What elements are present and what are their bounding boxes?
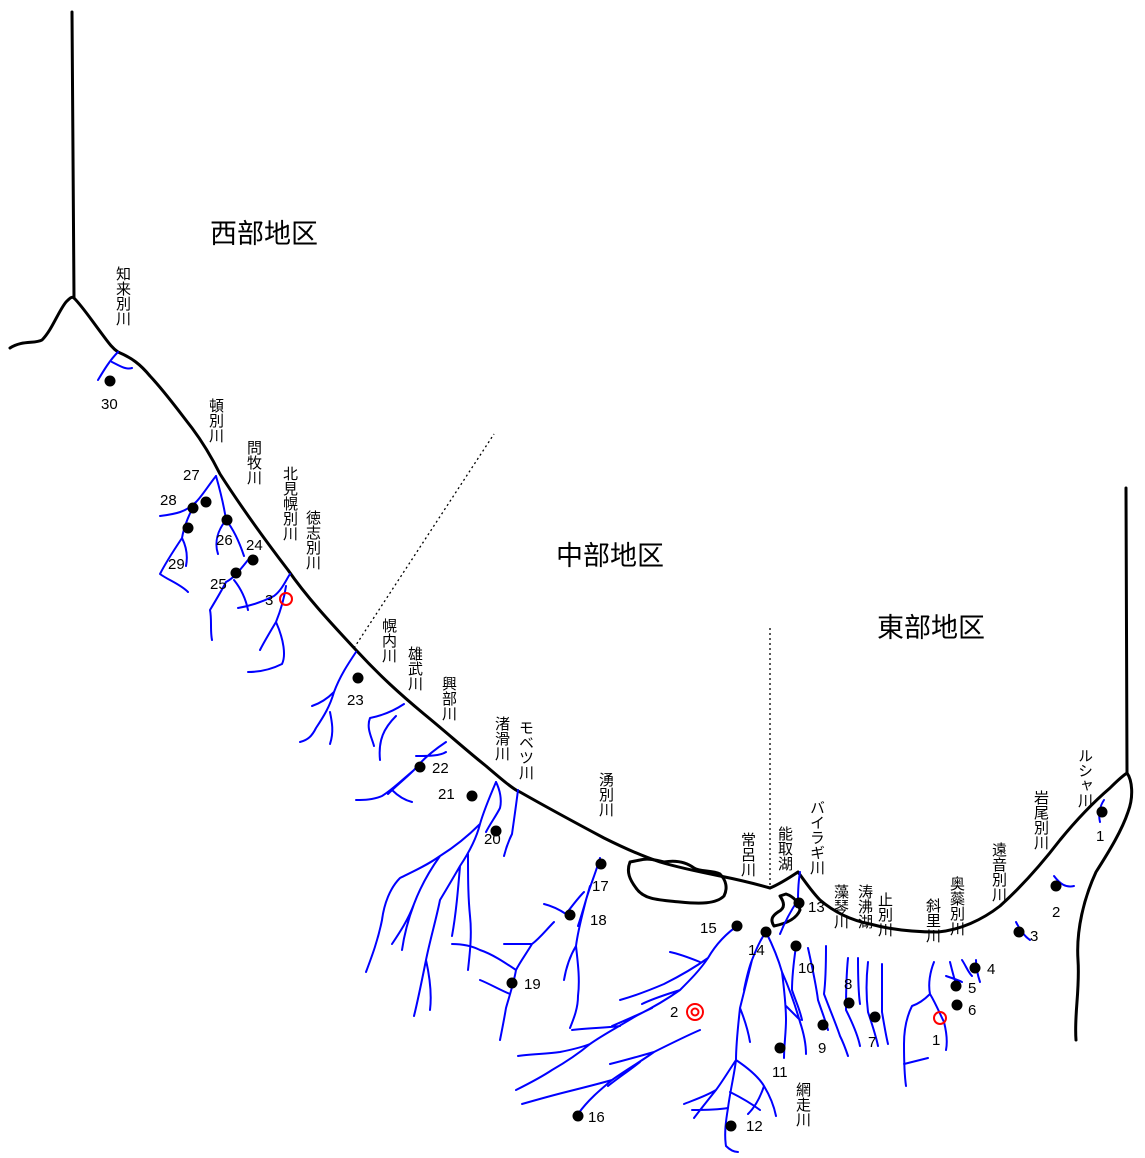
station-dot-20 — [490, 825, 502, 837]
river-label-nameri: 渚滑川 — [493, 716, 510, 761]
station-label-23: 23 — [347, 692, 364, 709]
station-dot-15 — [731, 920, 743, 932]
station-label-28: 28 — [160, 492, 177, 509]
river-label-okushibetsu: 奥蘂別川 — [948, 876, 965, 936]
marker-label-east: 1 — [932, 1032, 941, 1049]
station-dot-27 — [200, 496, 212, 508]
station-dot-5 — [950, 980, 962, 992]
river-label-yubetsu: 湧別川 — [597, 772, 614, 817]
double-marker-central-inner — [690, 1007, 700, 1017]
station-dot-2 — [1050, 880, 1062, 892]
station-label-4: 4 — [987, 961, 996, 978]
station-dot-12 — [725, 1120, 737, 1132]
station-label-5: 5 — [968, 980, 977, 997]
river-label-horonai: 幌内川 — [380, 618, 397, 663]
river-label-abashiri: 網走川 — [794, 1082, 811, 1127]
station-label-15: 15 — [700, 920, 717, 937]
station-label-14: 14 — [748, 942, 765, 959]
station-label-20: 20 — [484, 831, 501, 848]
coastline — [8, 10, 1134, 1042]
station-dot-13 — [793, 897, 805, 909]
station-label-19: 19 — [524, 976, 541, 993]
river-label-okoppe: 興部川 — [440, 676, 457, 721]
station-label-16: 16 — [588, 1109, 605, 1126]
station-dots — [104, 375, 1108, 1132]
river-label-monmaki: 問牧川 — [245, 440, 262, 485]
station-label-11: 11 — [772, 1064, 788, 1081]
region-label-east: 東部地区 — [877, 613, 985, 643]
station-label-30: 30 — [101, 396, 118, 413]
station-dot-18 — [564, 909, 576, 921]
special-markers — [279, 592, 947, 1025]
station-dot-7 — [869, 1011, 881, 1023]
river-label-mobetsu: モベツ川 — [517, 720, 534, 780]
station-label-8: 8 — [844, 976, 853, 993]
station-dot-9 — [817, 1019, 829, 1031]
river-label-yamubetsu: 止別川 — [876, 892, 893, 937]
station-label-2: 2 — [1052, 904, 1061, 921]
open-marker-west — [279, 592, 293, 606]
station-dot-30 — [104, 375, 116, 387]
station-dot-19 — [506, 977, 518, 989]
station-dot-6 — [951, 999, 963, 1011]
station-dot-3 — [1013, 926, 1025, 938]
river-label-ontobetsu: 遠音別川 — [990, 842, 1007, 902]
marker-label-central: 2 — [670, 1004, 679, 1021]
station-dot-4 — [969, 962, 981, 974]
river-label-kitamihorobetsu: 北見幌別川 — [281, 466, 298, 541]
station-label-25: 25 — [210, 576, 227, 593]
district-divider — [353, 433, 771, 888]
station-label-21: 21 — [438, 786, 455, 803]
station-dot-23 — [352, 672, 364, 684]
river-label-shiriba: 知来別川 — [114, 266, 131, 326]
river-label-iwaobetsu: 岩尾別川 — [1032, 790, 1049, 850]
river-label-omu: 雄武川 — [406, 646, 423, 691]
marker-label-west: 3 — [265, 592, 274, 609]
station-label-27: 27 — [183, 467, 200, 484]
station-label-29: 29 — [168, 556, 185, 573]
station-dot-21 — [466, 790, 478, 802]
station-label-26: 26 — [216, 532, 233, 549]
double-marker-central-outer — [686, 1003, 704, 1021]
region-label-central: 中部地区 — [556, 541, 664, 571]
station-dot-29 — [182, 522, 194, 534]
station-label-17: 17 — [592, 878, 609, 895]
station-label-1: 1 — [1096, 828, 1105, 845]
station-label-7: 7 — [868, 1034, 877, 1051]
open-marker-east — [933, 1011, 947, 1025]
river-label-rusha: ルシャ川 — [1076, 748, 1093, 808]
station-dot-16 — [572, 1110, 584, 1122]
station-dot-28 — [187, 502, 199, 514]
station-label-6: 6 — [968, 1002, 977, 1019]
station-label-24: 24 — [246, 537, 263, 554]
region-label-west: 西部地区 — [210, 219, 318, 249]
station-dot-8 — [843, 997, 855, 1009]
station-label-22: 22 — [432, 760, 449, 777]
station-label-3: 3 — [1030, 928, 1039, 945]
lake-label-notoro: 能取湖 — [776, 826, 793, 871]
station-label-10: 10 — [798, 960, 815, 977]
station-label-12: 12 — [746, 1118, 763, 1135]
station-dot-24 — [247, 554, 259, 566]
station-dot-26 — [221, 514, 233, 526]
lake-label-tofutsu: 涛沸湖 — [856, 884, 873, 929]
station-label-13: 13 — [808, 899, 825, 916]
station-label-18: 18 — [590, 912, 607, 929]
station-dot-17 — [595, 858, 607, 870]
station-dot-10 — [790, 940, 802, 952]
river-label-mokoto: 藻琴川 — [832, 884, 849, 929]
station-dot-11 — [774, 1042, 786, 1054]
river-label-tokushibetsu: 徳志別川 — [304, 510, 321, 570]
station-dot-1 — [1096, 806, 1108, 818]
station-dot-14 — [760, 926, 772, 938]
station-dot-25 — [230, 567, 242, 579]
river-label-bairagi: バイラギ川 — [808, 800, 825, 875]
river-label-tonbetsu: 頓別川 — [207, 398, 224, 443]
river-label-tokoro: 常呂川 — [739, 832, 756, 877]
station-dot-22 — [414, 761, 426, 773]
river-label-shari: 斜里川 — [924, 898, 941, 943]
station-label-9: 9 — [818, 1040, 827, 1057]
